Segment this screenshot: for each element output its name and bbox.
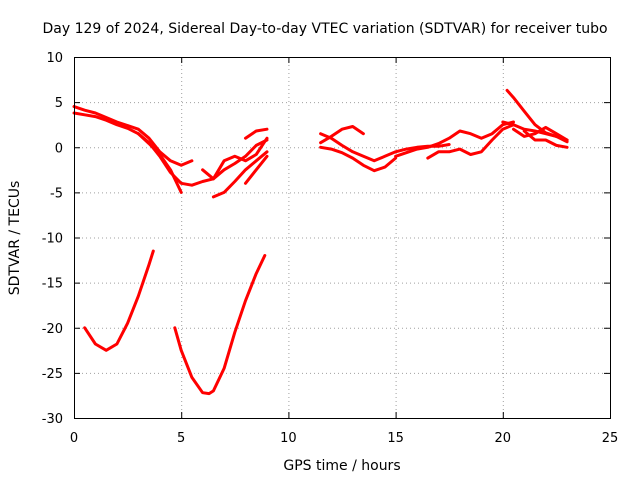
ticks [74,57,611,419]
x-tick-label: 20 [495,431,512,446]
grid [74,57,610,418]
y-tick-label: -30 [42,412,63,427]
x-tick-label: 5 [177,431,185,446]
y-tick-label: 5 [55,96,63,111]
series-track-7 [244,154,269,185]
series-track-5 [211,150,269,199]
y-tick-label: -25 [42,367,63,382]
series-track-9 [173,254,267,396]
series-track-12 [319,125,365,145]
y-tick-label: -5 [50,186,63,201]
series-track-14 [426,123,515,160]
y-tick-label: -20 [42,322,63,337]
series-track-3 [136,132,269,187]
series-track-18 [522,129,569,149]
y-tick-label: 0 [55,141,63,156]
y-tick-label: -10 [42,232,63,247]
chart-title: Day 129 of 2024, Sidereal Day-to-day VTE… [42,21,607,37]
series-track-16 [505,88,569,144]
y-tick-label: 10 [46,51,63,66]
x-tick-label: 25 [602,431,619,446]
y-tick-label: -15 [42,277,63,292]
series-track-13 [394,120,515,158]
series-track-6 [244,127,269,140]
x-tick-labels: 0 5 10 15 20 25 [70,431,618,446]
series-track-11 [319,145,398,173]
y-axis-label: SDTVAR / TECUs [7,181,23,296]
x-axis-label: GPS time / hours [283,458,400,474]
y-tick-labels: 10 5 0 -5 -10 -15 -20 -25 -30 [42,51,63,427]
x-tick-label: 0 [70,431,78,446]
series-track-17 [512,125,569,142]
x-tick-label: 15 [387,431,404,446]
series-track-2 [72,105,194,167]
series-group [72,88,569,396]
series-track-8 [83,249,155,352]
x-tick-label: 10 [280,431,297,446]
series-track-4 [201,136,269,181]
